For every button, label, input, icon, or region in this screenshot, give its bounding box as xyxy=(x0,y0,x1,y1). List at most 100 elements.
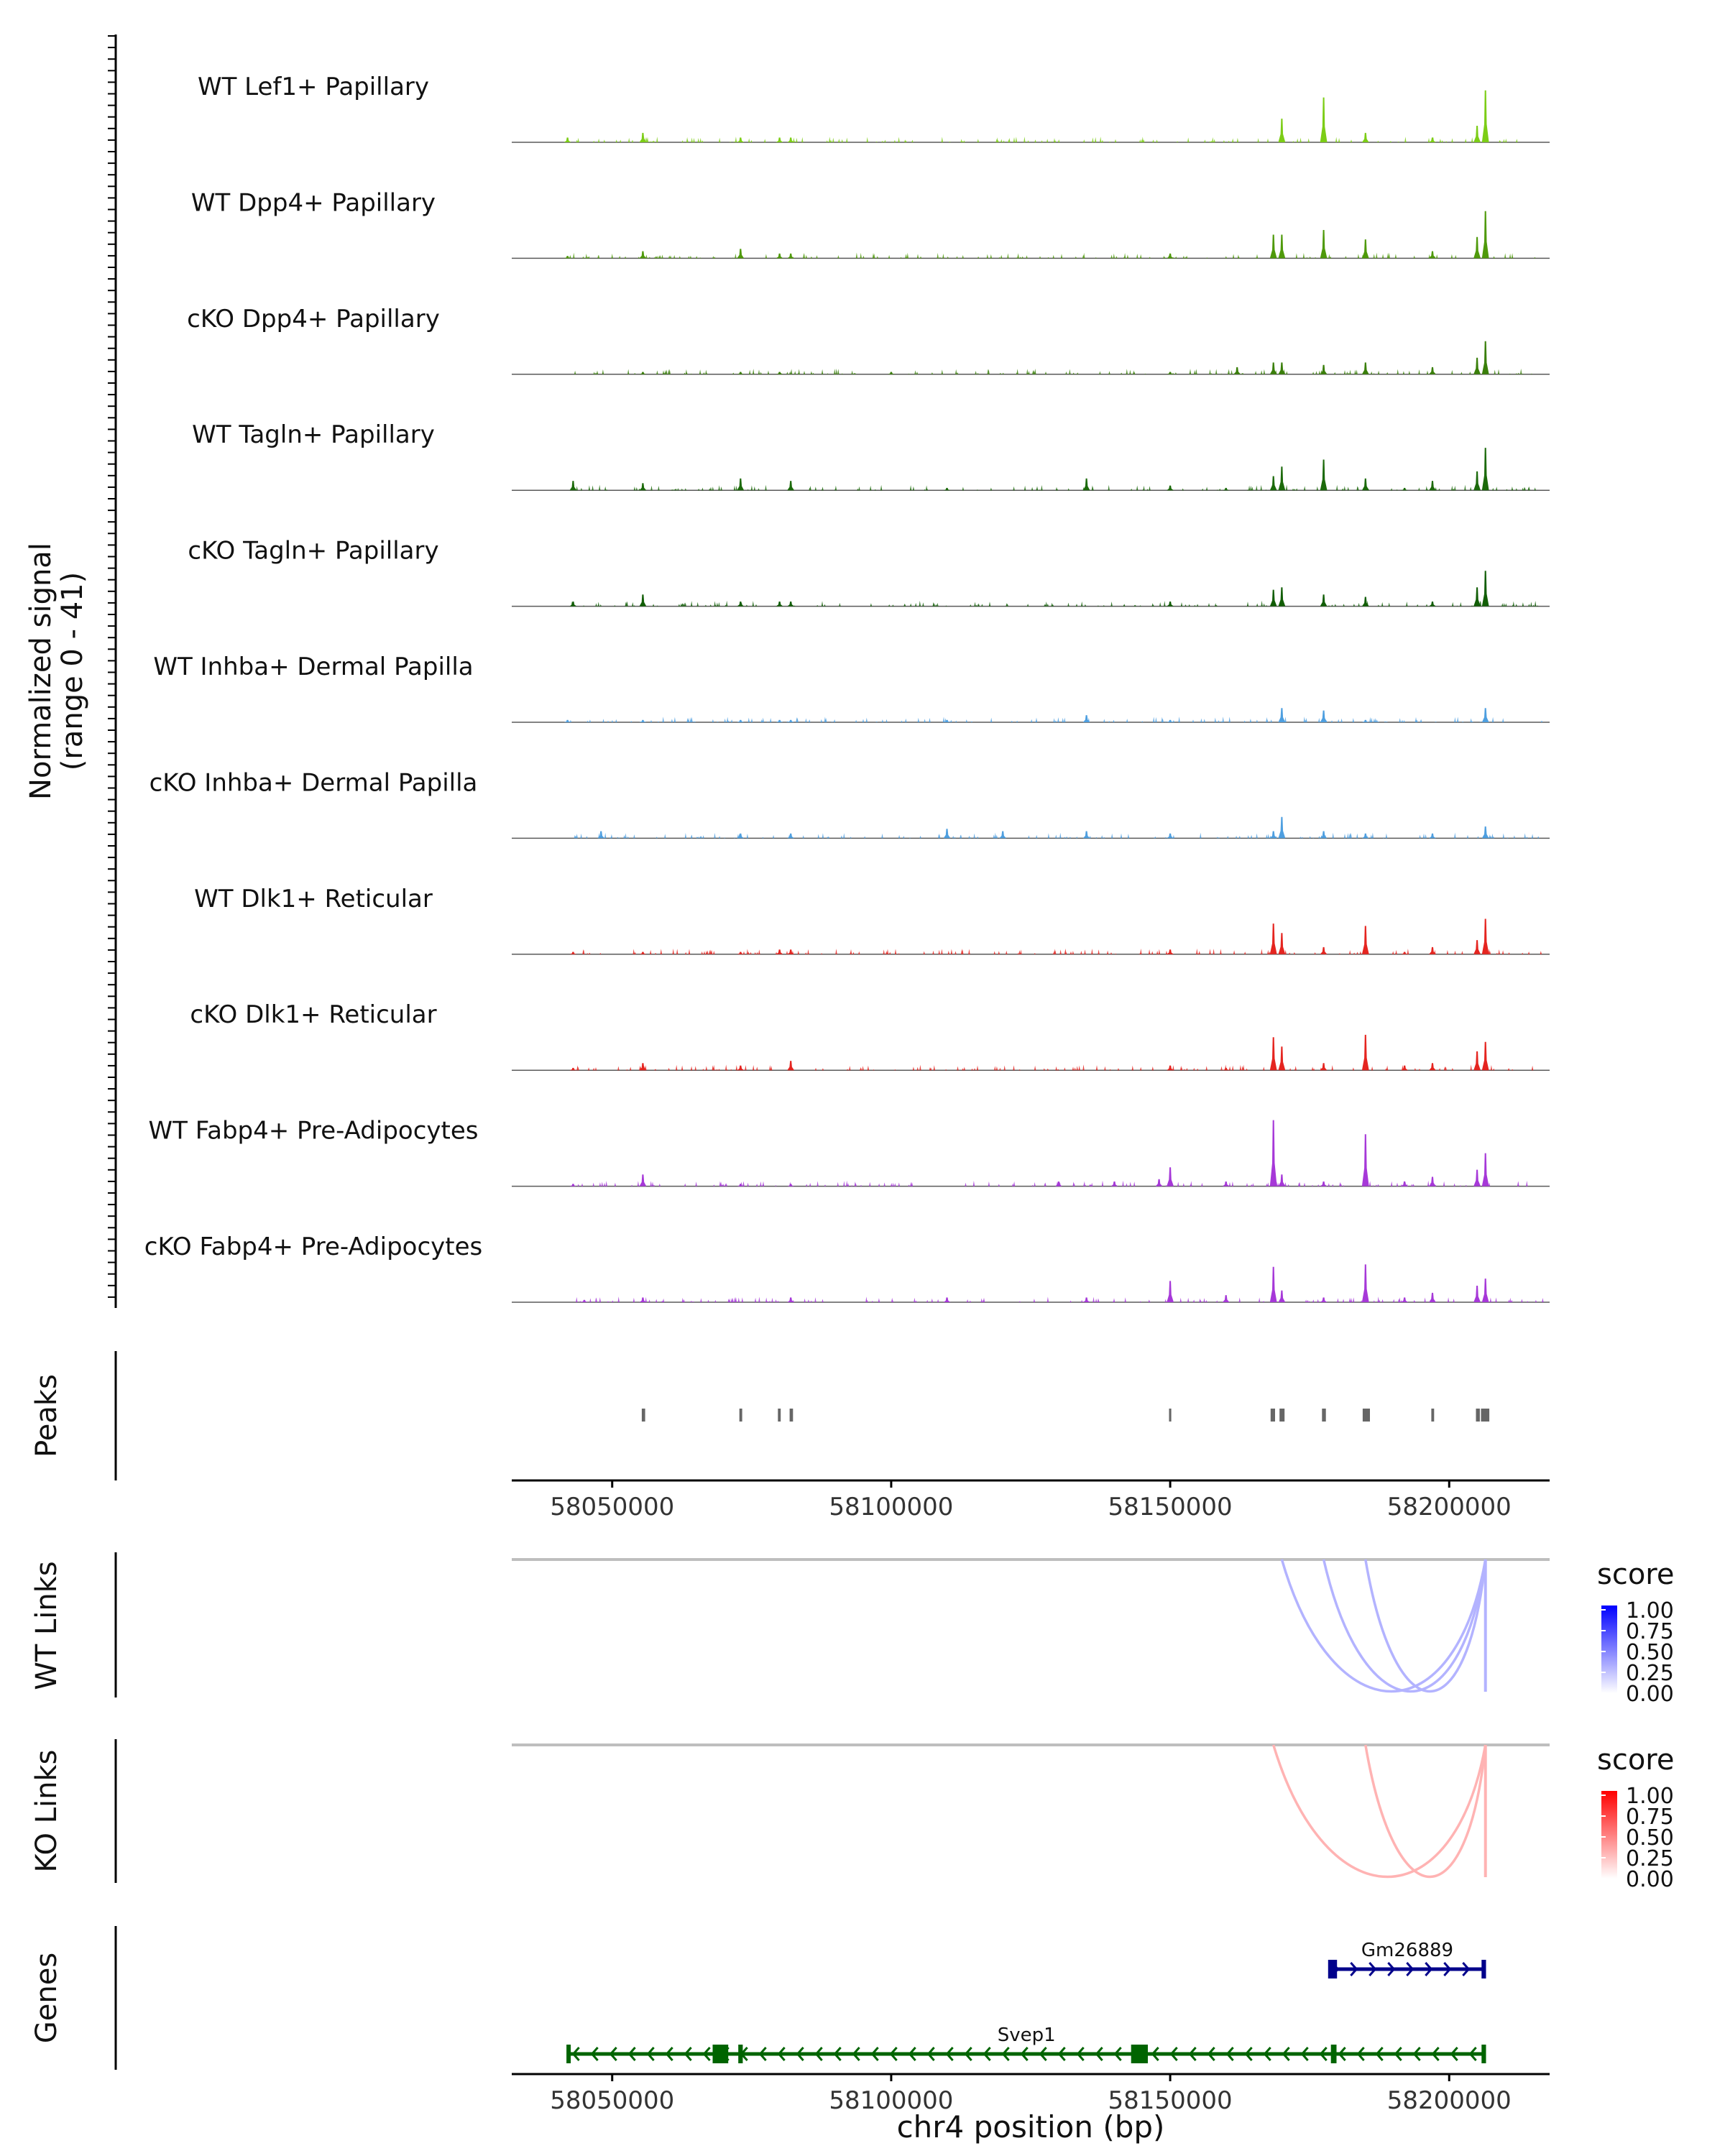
coverage-peak xyxy=(1473,126,1481,142)
coverage-peak xyxy=(888,372,895,374)
coverage-peak xyxy=(776,372,783,374)
coverage-peak xyxy=(1054,1181,1062,1187)
gene-models: Gm26889 Svep1 xyxy=(566,1940,1486,2063)
exon xyxy=(566,2045,571,2063)
peak-interval xyxy=(1481,1409,1490,1422)
track-label: WT Lef1+ Papillary xyxy=(198,73,429,101)
coverage-noise xyxy=(582,948,1542,954)
coverage-peak xyxy=(787,949,795,954)
exon xyxy=(1481,1960,1486,1978)
exon xyxy=(738,2045,743,2063)
peak-interval xyxy=(1362,1409,1370,1422)
coverage-peak xyxy=(1082,1297,1090,1302)
coverage-peak xyxy=(1429,833,1436,839)
exon xyxy=(1131,2045,1148,2063)
ko-link-arcs xyxy=(1272,1744,1487,1879)
coverage-peak xyxy=(776,602,783,607)
coverage-peak xyxy=(1222,1181,1230,1187)
coverage-peak xyxy=(1473,236,1481,259)
x-tick-label: 58050000 xyxy=(550,1493,674,1521)
coverage-peak xyxy=(1429,481,1436,491)
coverage-peak xyxy=(1429,946,1436,954)
link-arc xyxy=(1322,1559,1487,1693)
strand-arrow xyxy=(1039,2047,1047,2061)
coverage-peak xyxy=(1481,341,1489,374)
coverage-noise xyxy=(577,1180,1528,1187)
coverage-peak xyxy=(1167,485,1174,491)
coverage-peak xyxy=(737,833,745,839)
strand-arrow xyxy=(1188,2047,1197,2061)
link-arc xyxy=(1280,1559,1487,1693)
exon xyxy=(712,2045,729,2063)
strand-arrow xyxy=(852,2047,860,2061)
coverage-peak xyxy=(639,719,647,722)
coverage-track: WT Dlk1+ Reticular xyxy=(194,885,1550,955)
coverage-peak xyxy=(1269,1037,1277,1071)
coverage-peak xyxy=(569,1184,577,1187)
peak-intervals xyxy=(641,1409,1490,1422)
link-arc xyxy=(1272,1744,1487,1879)
track-label: cKO Dlk1+ Reticular xyxy=(190,1000,436,1029)
peak-interval xyxy=(1431,1409,1435,1422)
coverage-peak xyxy=(1278,816,1286,839)
coverage-peak xyxy=(1222,1295,1230,1302)
coverage-peak xyxy=(776,949,783,954)
coverage-peak xyxy=(1082,831,1090,839)
x-tick-label: 58150000 xyxy=(1108,1493,1233,1521)
strand-arrow xyxy=(1431,2047,1440,2061)
strand-arrow xyxy=(1001,2047,1010,2061)
coverage-track: cKO Inhba+ Dermal Papilla xyxy=(150,768,1550,839)
coverage-peak xyxy=(776,137,783,142)
strand-arrow xyxy=(702,2047,711,2061)
coverage-peak xyxy=(787,833,795,839)
coverage-ylabel-line1: Normalized signal xyxy=(24,543,58,800)
strand-arrow xyxy=(777,2047,786,2061)
coverage-peak xyxy=(1278,708,1286,722)
coverage-peak xyxy=(1222,487,1230,491)
strand-arrow xyxy=(1151,2047,1159,2061)
peak-interval xyxy=(1279,1409,1285,1422)
coverage-peak xyxy=(1361,478,1369,491)
coverage-peak xyxy=(943,487,951,491)
coverage-peak xyxy=(1167,253,1174,259)
coverage-peak xyxy=(737,137,745,142)
coverage-peak xyxy=(597,831,605,839)
coverage-peak xyxy=(1361,132,1369,142)
coverage-peak xyxy=(639,952,647,954)
coverage-ylabel-line2: (range 0 - 41) xyxy=(56,572,89,770)
strand-arrow xyxy=(1300,2047,1309,2061)
coverage-peak xyxy=(1278,119,1286,142)
strand-arrow xyxy=(796,2047,804,2061)
coverage-peak xyxy=(639,1063,647,1071)
ko-legend-title: score xyxy=(1597,1743,1674,1777)
legend-tick-label: 1.00 xyxy=(1626,1598,1674,1623)
coverage-peak xyxy=(1269,1120,1277,1187)
coverage-peak xyxy=(1481,571,1489,607)
legend-tick-label: 0.50 xyxy=(1626,1825,1674,1851)
coverage-peak xyxy=(737,1184,745,1187)
coverage-peak xyxy=(776,253,783,259)
ko-score-legend: score 1.000.750.500.250.00 xyxy=(1597,1743,1674,1892)
link-arc xyxy=(1364,1744,1487,1878)
coverage-peak xyxy=(1473,1169,1481,1187)
coverage-peak xyxy=(1269,831,1277,839)
coverage-y-ticks xyxy=(108,35,116,1298)
exon xyxy=(1330,2045,1337,2063)
strand-arrow xyxy=(889,2047,898,2061)
strand-arrow xyxy=(964,2047,972,2061)
coverage-peak xyxy=(1473,357,1481,374)
coverage-peak xyxy=(639,1174,647,1187)
strand-arrow xyxy=(1462,1962,1471,1976)
coverage-peak xyxy=(564,256,571,259)
track-label: cKO Tagln+ Papillary xyxy=(188,537,438,566)
coverage-peak xyxy=(1269,923,1277,954)
coverage-peak xyxy=(999,831,1007,839)
coverage-track: WT Dpp4+ Papillary xyxy=(191,188,1550,259)
coverage-peak xyxy=(1473,587,1481,607)
strand-arrow xyxy=(684,2047,692,2061)
strand-arrow xyxy=(1468,2047,1477,2061)
coverage-peak xyxy=(639,372,647,374)
coverage-peak xyxy=(1361,926,1369,954)
coverage-peak xyxy=(1481,448,1489,491)
